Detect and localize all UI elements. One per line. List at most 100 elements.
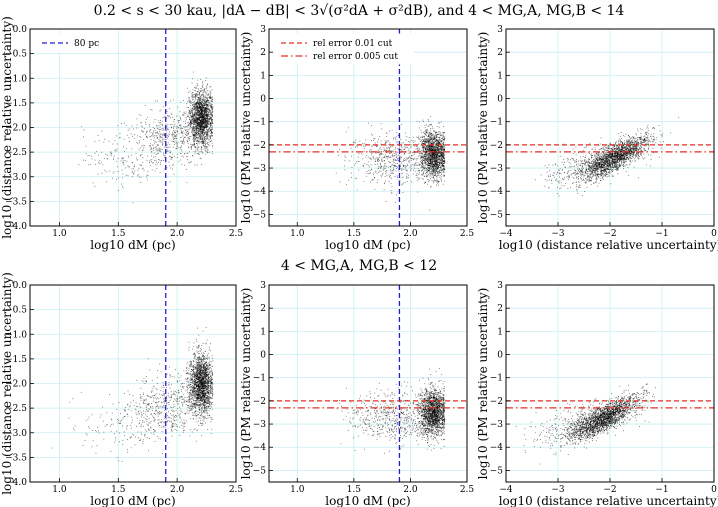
scatter-point — [195, 110, 196, 112]
scatter-point — [426, 154, 428, 156]
scatter-point — [183, 121, 185, 123]
scatter-point — [441, 154, 443, 156]
scatter-point — [119, 137, 120, 139]
scatter-point — [182, 141, 184, 143]
scatter-point — [382, 157, 384, 159]
scatter-point — [151, 151, 153, 152]
scatter-point — [201, 99, 203, 101]
scatter-point — [392, 164, 394, 166]
scatter-point — [195, 94, 197, 95]
scatter-point — [371, 133, 372, 135]
scatter-point — [427, 179, 429, 181]
scatter-point — [159, 135, 161, 137]
scatter-point — [196, 140, 198, 142]
scatter-point — [441, 155, 443, 156]
scatter-point — [437, 132, 439, 134]
scatter-point — [156, 132, 158, 134]
scatter-point — [439, 157, 441, 159]
scatter-point — [85, 159, 86, 161]
scatter-point — [634, 150, 636, 152]
scatter-point — [205, 151, 207, 152]
scatter-point — [416, 162, 418, 164]
scatter-point — [136, 175, 138, 177]
scatter-point — [427, 144, 429, 146]
scatter-point — [210, 93, 211, 95]
scatter-point — [147, 170, 149, 172]
scatter-point — [201, 122, 203, 124]
scatter-point — [422, 146, 424, 148]
scatter-point — [205, 107, 206, 108]
scatter-point — [196, 118, 198, 120]
scatter-point — [431, 139, 433, 141]
scatter-point — [166, 149, 168, 151]
scatter-point — [430, 145, 432, 147]
scatter-point — [427, 163, 429, 165]
scatter-point — [397, 148, 399, 150]
scatter-point — [150, 129, 152, 130]
scatter-point — [195, 96, 197, 97]
scatter-point — [371, 154, 373, 156]
scatter-point — [427, 138, 429, 139]
scatter-point — [436, 167, 438, 169]
scatter-point — [186, 126, 188, 128]
scatter-point — [204, 133, 206, 135]
scatter-point — [158, 159, 159, 160]
scatter-point — [204, 131, 206, 133]
scatter-point — [378, 151, 379, 153]
scatter-point — [384, 163, 386, 165]
scatter-point — [195, 126, 197, 127]
scatter-point — [424, 160, 426, 162]
scatter-point — [194, 109, 195, 110]
scatter-point — [190, 119, 192, 121]
scatter-point — [386, 165, 387, 167]
scatter-point — [398, 179, 400, 181]
scatter-point — [441, 171, 443, 173]
scatter-point — [186, 140, 188, 142]
scatter-point — [428, 131, 430, 133]
scatter-point — [163, 141, 165, 143]
scatter-point — [426, 153, 428, 155]
scatter-point — [202, 119, 204, 120]
scatter-point — [150, 149, 151, 151]
scatter-point — [195, 121, 197, 123]
scatter-point — [197, 152, 199, 154]
scatter-point — [203, 133, 205, 134]
scatter-point — [436, 168, 438, 170]
scatter-point — [350, 147, 352, 149]
scatter-point — [101, 172, 103, 174]
scatter-point — [182, 128, 184, 129]
scatter-point — [194, 164, 196, 166]
scatter-point — [199, 106, 201, 108]
scatter-point — [207, 133, 209, 134]
scatter-point — [426, 172, 427, 174]
scatter-point — [210, 126, 212, 128]
scatter-point — [388, 161, 390, 162]
scatter-point — [206, 125, 207, 127]
scatter-point — [202, 133, 204, 135]
scatter-point — [192, 139, 194, 141]
scatter-point — [210, 130, 212, 132]
scatter-point — [199, 93, 200, 95]
scatter-point — [83, 159, 84, 161]
scatter-point — [170, 167, 172, 169]
scatter-point — [193, 133, 195, 135]
scatter-point — [404, 144, 405, 145]
scatter-point — [432, 145, 434, 147]
scatter-point — [151, 161, 152, 163]
scatter-point — [442, 149, 444, 150]
scatter-point — [208, 101, 210, 103]
scatter-point — [201, 108, 203, 110]
scatter-point — [201, 114, 203, 116]
scatter-point — [147, 136, 148, 138]
scatter-point — [601, 175, 603, 177]
scatter-point — [444, 144, 445, 146]
scatter-point — [198, 107, 199, 108]
scatter-point — [203, 139, 205, 140]
scatter-point — [203, 107, 205, 109]
scatter-point — [440, 157, 442, 159]
scatter-point — [166, 111, 168, 112]
scatter-point — [435, 141, 437, 143]
scatter-point — [192, 114, 194, 116]
scatter-points — [335, 115, 446, 211]
scatter-point — [403, 166, 404, 168]
